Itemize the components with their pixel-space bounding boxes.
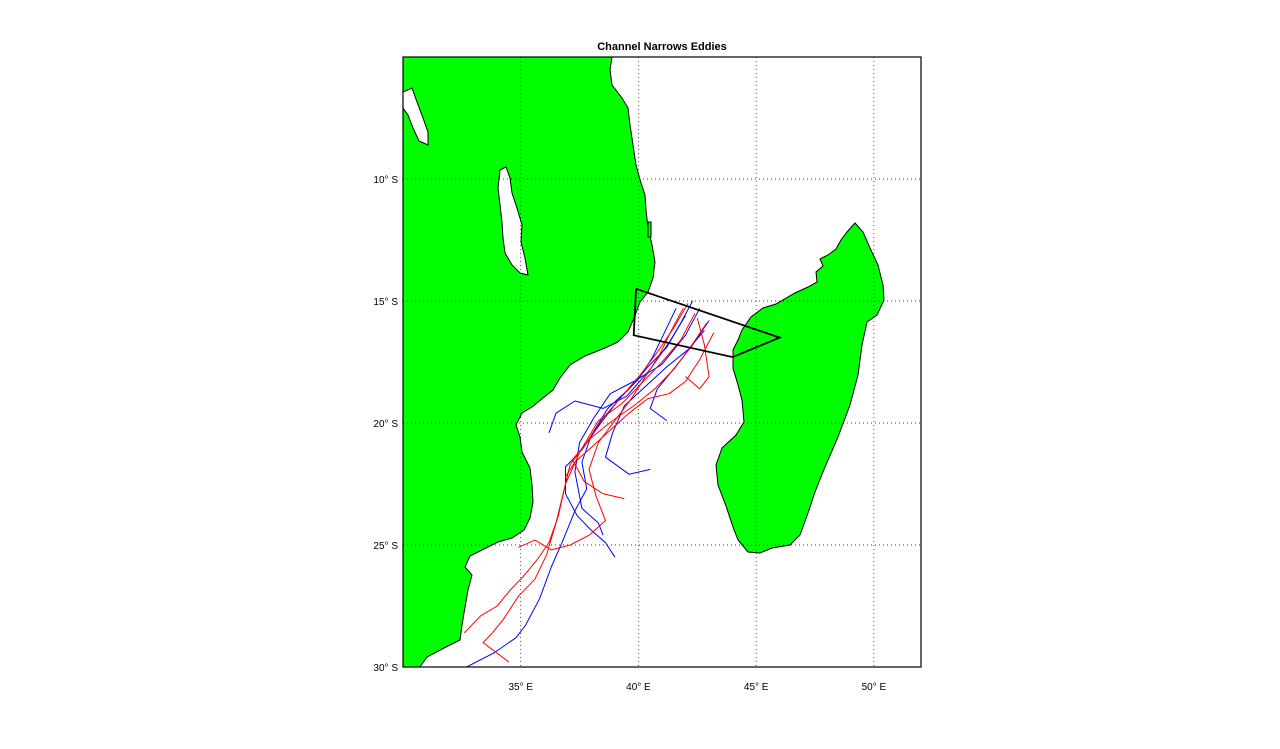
coastal-islet — [647, 221, 652, 238]
blue-eddy-track — [605, 329, 705, 475]
land-layer — [403, 57, 885, 667]
y-tick-label: 20° S — [373, 419, 398, 430]
y-tick-label: 10° S — [373, 175, 398, 186]
longitude-tick-labels: 35° E 40° E 45° E 50° E — [508, 682, 886, 693]
channel-narrows-region-box — [632, 287, 783, 359]
x-tick-label: 35° E — [508, 682, 533, 693]
red-eddy-track — [572, 322, 708, 500]
map-title: Channel Narrows Eddies — [597, 41, 727, 53]
red-eddy-track — [565, 332, 715, 477]
red-eddy-track — [685, 317, 710, 390]
axes-frame — [402, 56, 922, 668]
blue-eddy-track — [574, 308, 701, 536]
eddy-tracks — [463, 300, 715, 667]
lake-tanganyika — [403, 87, 429, 146]
y-tick-label: 15° S — [373, 297, 398, 308]
red-eddy-track — [463, 312, 696, 634]
lake-malawi — [497, 166, 529, 276]
blue-eddy-track — [466, 300, 694, 667]
grid-lines — [403, 57, 921, 667]
y-tick-label: 30° S — [373, 663, 398, 674]
blue-eddy-track — [548, 315, 686, 433]
red-eddy-track — [518, 308, 684, 551]
x-tick-label: 50° E — [862, 682, 887, 693]
x-tick-label: 45° E — [744, 682, 769, 693]
x-tick-label: 40° E — [626, 682, 651, 693]
y-tick-label: 25° S — [373, 541, 398, 552]
latitude-tick-labels: 10° S 15° S 20° S 25° S 30° S — [373, 175, 398, 674]
blue-eddy-track — [565, 308, 677, 558]
madagascar-landmass — [715, 222, 885, 554]
